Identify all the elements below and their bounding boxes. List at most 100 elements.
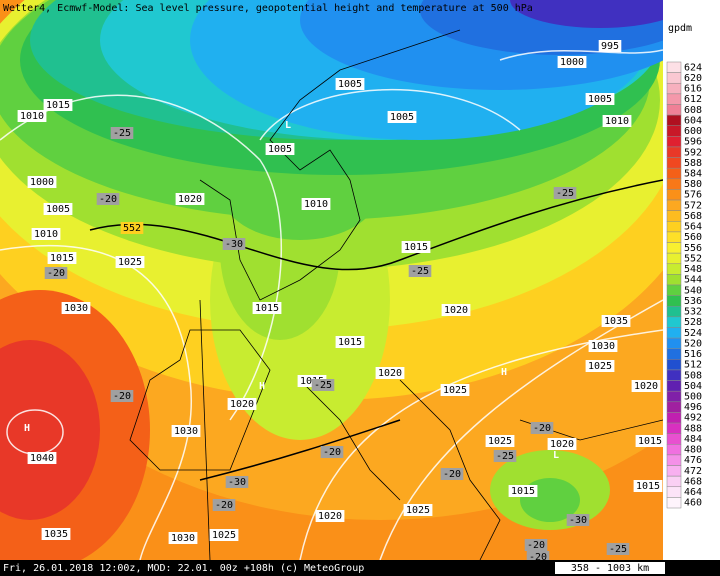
pressure-label-box	[17, 110, 47, 122]
pressure-label: 1010	[20, 111, 44, 122]
pressure-label: 1015	[255, 303, 279, 314]
pressure-label: 1025	[406, 505, 430, 516]
pressure-label: 1020	[178, 194, 202, 205]
pressure-label-box	[441, 304, 471, 316]
pressure-label: 1030	[591, 341, 615, 352]
pressure-label: 1010	[304, 199, 328, 210]
legend-swatch	[666, 274, 682, 286]
legend-swatch	[666, 136, 682, 148]
legend-swatch	[666, 497, 682, 509]
temperature-label: -25	[113, 128, 131, 139]
pressure-label-box	[602, 115, 632, 127]
legend-swatch	[666, 327, 682, 339]
temperature-label: -25	[314, 380, 332, 391]
legend-label: 540	[684, 285, 702, 296]
temperature-label: -25	[556, 188, 574, 199]
legend-label: 492	[684, 413, 702, 424]
temperature-label-box	[606, 543, 630, 555]
pressure-label-box	[375, 367, 405, 379]
pressure-label-box	[41, 528, 71, 540]
legend-swatch	[666, 221, 682, 233]
legend-label: 508	[684, 370, 702, 381]
pressure-label: 1000	[30, 177, 54, 188]
temperature-label-box	[96, 193, 120, 205]
legend-swatch	[666, 337, 682, 349]
legend-swatch	[666, 231, 682, 243]
pressure-label-box	[43, 203, 73, 215]
pressure-label: 1005	[338, 79, 362, 90]
temperature-label: -25	[496, 451, 514, 462]
legend-swatch	[666, 454, 682, 466]
pressure-label: 1020	[634, 381, 658, 392]
legend-label: 536	[684, 296, 702, 307]
pressure-label: 1015	[638, 436, 662, 447]
pressure-label-box	[598, 40, 622, 52]
legend-swatch	[666, 369, 682, 381]
legend-label: 596	[684, 137, 702, 148]
pressure-label-box	[635, 435, 665, 447]
legend-label: 612	[684, 94, 702, 105]
legend-swatch	[666, 295, 682, 307]
temperature-label: -20	[527, 540, 545, 551]
legend-swatch	[666, 433, 682, 445]
pressure-label: 1015	[46, 100, 70, 111]
legend-label: 484	[684, 434, 702, 445]
temperature-label-box	[530, 422, 554, 434]
temperature-label-box	[440, 468, 464, 480]
legend-swatch	[666, 284, 682, 296]
pressure-label-box	[115, 256, 145, 268]
legend-label: 500	[684, 392, 702, 403]
legend-swatch	[666, 82, 682, 95]
pressure-label: 1035	[604, 316, 628, 327]
legend-swatch	[666, 465, 682, 477]
legend-swatch	[666, 390, 682, 403]
legend-swatch	[666, 252, 682, 265]
legend-swatch	[666, 61, 682, 73]
temperature-label: -20	[533, 423, 551, 434]
pressure-label-box	[335, 78, 365, 90]
legend-label: 516	[684, 349, 702, 360]
legend-label: 480	[684, 445, 702, 456]
temperature-label-box	[225, 476, 249, 488]
legend-label: 604	[684, 115, 702, 126]
pressure-label: 1020	[230, 399, 254, 410]
temperature-label-box	[110, 390, 134, 402]
pressure-label-box	[252, 302, 282, 314]
legend-swatch	[666, 422, 682, 434]
pressure-label-box	[301, 198, 331, 210]
temperature-label-box	[320, 446, 344, 458]
temperature-label-box	[408, 265, 432, 277]
legend-swatch	[666, 146, 682, 158]
legend-swatch	[666, 199, 682, 211]
pressure-label: 1015	[338, 337, 362, 348]
pressure-label: 1010	[605, 116, 629, 127]
temperature-label: -25	[609, 544, 627, 555]
pressure-label-box	[631, 380, 661, 392]
legend-label: 580	[684, 179, 702, 190]
pressure-label-box	[175, 193, 205, 205]
temperature-label: -30	[225, 239, 243, 250]
pressure-label-box	[585, 360, 615, 372]
legend-swatch	[666, 316, 682, 328]
pressure-label-box	[508, 485, 538, 497]
pressure-label-box	[265, 143, 295, 155]
legend-label: 472	[684, 466, 702, 477]
temperature-label: -30	[569, 515, 587, 526]
temperature-label-box	[212, 499, 236, 511]
legend-label: 496	[684, 402, 702, 413]
legend-label: 548	[684, 264, 702, 275]
pressure-center: H	[501, 367, 507, 378]
legend-label: 564	[684, 222, 702, 233]
legend-label: 576	[684, 190, 702, 201]
legend-label: 572	[684, 200, 702, 211]
pressure-label: 1015	[404, 242, 428, 253]
pressure-label: 1025	[212, 530, 236, 541]
temperature-label: -20	[99, 194, 117, 205]
legend-label: 524	[684, 328, 702, 339]
pressure-label: 1005	[268, 144, 292, 155]
legend-swatch	[666, 263, 682, 275]
pressure-label-box	[401, 241, 431, 253]
pressure-label: 1005	[46, 204, 70, 215]
temperature-label: -30	[228, 477, 246, 488]
